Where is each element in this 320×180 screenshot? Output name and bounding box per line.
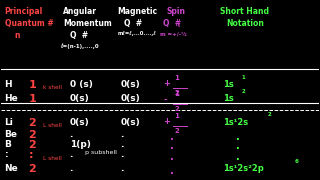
Text: -: - bbox=[163, 96, 167, 105]
Text: .: . bbox=[120, 150, 124, 159]
Text: 0(s): 0(s) bbox=[120, 94, 140, 103]
Text: 6: 6 bbox=[294, 159, 298, 164]
Text: Short Hand: Short Hand bbox=[220, 7, 269, 16]
Text: 1: 1 bbox=[241, 75, 245, 80]
Text: Magnetic: Magnetic bbox=[117, 7, 157, 16]
Text: B: B bbox=[4, 140, 12, 149]
Text: :: : bbox=[28, 150, 33, 160]
Text: 2: 2 bbox=[174, 106, 179, 112]
Text: 1: 1 bbox=[28, 94, 36, 104]
Text: H: H bbox=[4, 80, 12, 89]
Text: Be: Be bbox=[4, 130, 18, 139]
Text: 1(p): 1(p) bbox=[69, 140, 91, 149]
Text: .: . bbox=[236, 132, 240, 142]
Text: 2: 2 bbox=[174, 90, 179, 96]
Text: 0(s): 0(s) bbox=[120, 118, 140, 127]
Text: n: n bbox=[14, 31, 20, 40]
Text: :: : bbox=[4, 150, 8, 159]
Text: .: . bbox=[120, 140, 124, 149]
Text: 2: 2 bbox=[174, 128, 179, 134]
Text: 0(s): 0(s) bbox=[69, 118, 89, 127]
Text: ₁: ₁ bbox=[178, 23, 180, 28]
Text: Momentum: Momentum bbox=[63, 19, 112, 28]
Text: Notation: Notation bbox=[227, 19, 265, 28]
Text: .: . bbox=[69, 130, 73, 139]
Text: 1: 1 bbox=[28, 80, 36, 90]
Text: ℓ=(n-1),....,0: ℓ=(n-1),....,0 bbox=[60, 44, 99, 49]
Text: 2: 2 bbox=[241, 89, 245, 94]
Text: Spin: Spin bbox=[166, 7, 185, 16]
Text: .: . bbox=[120, 164, 124, 173]
Text: He: He bbox=[4, 94, 18, 103]
Text: .: . bbox=[69, 164, 73, 173]
Text: 1: 1 bbox=[174, 113, 179, 119]
Text: Ne: Ne bbox=[4, 164, 18, 173]
Text: .: . bbox=[170, 141, 173, 152]
Text: k shell: k shell bbox=[43, 85, 62, 90]
Text: Q  #: Q # bbox=[124, 19, 142, 28]
Text: 1s: 1s bbox=[223, 94, 234, 103]
Text: .: . bbox=[236, 141, 240, 152]
Text: 1s¹2s²2p: 1s¹2s²2p bbox=[223, 164, 264, 173]
Text: 1s¹2s: 1s¹2s bbox=[223, 118, 249, 127]
Text: 1: 1 bbox=[174, 75, 179, 81]
Text: L shell: L shell bbox=[43, 123, 61, 128]
Text: 1: 1 bbox=[174, 91, 179, 97]
Text: .: . bbox=[120, 130, 124, 139]
Text: 2: 2 bbox=[28, 164, 36, 174]
Text: m =+/-½: m =+/-½ bbox=[160, 31, 187, 36]
Text: Angular: Angular bbox=[63, 7, 97, 16]
Text: Quantum #: Quantum # bbox=[4, 19, 53, 28]
Text: Q  #: Q # bbox=[163, 19, 181, 28]
Text: Q  #: Q # bbox=[69, 31, 88, 40]
Text: 2: 2 bbox=[268, 112, 272, 117]
Text: .: . bbox=[170, 152, 173, 162]
Text: L shell: L shell bbox=[43, 156, 61, 161]
Text: 0(s): 0(s) bbox=[69, 94, 89, 103]
Text: .: . bbox=[170, 132, 173, 142]
Text: .: . bbox=[69, 150, 73, 159]
Text: 2: 2 bbox=[28, 118, 36, 128]
Text: .: . bbox=[170, 166, 173, 176]
Text: 2: 2 bbox=[28, 140, 36, 150]
Text: 2: 2 bbox=[28, 130, 36, 140]
Text: .: . bbox=[236, 152, 240, 162]
Text: Principal: Principal bbox=[4, 7, 43, 16]
Text: mℓ=ℓ,...0....,ℓ: mℓ=ℓ,...0....,ℓ bbox=[117, 31, 156, 36]
Text: 0(s): 0(s) bbox=[120, 80, 140, 89]
Text: 1s: 1s bbox=[223, 80, 234, 89]
Text: 0 (s): 0 (s) bbox=[69, 80, 92, 89]
Text: Li: Li bbox=[4, 118, 13, 127]
Text: +: + bbox=[163, 117, 170, 126]
Text: +: + bbox=[163, 79, 170, 88]
Text: p subshell: p subshell bbox=[85, 150, 117, 155]
